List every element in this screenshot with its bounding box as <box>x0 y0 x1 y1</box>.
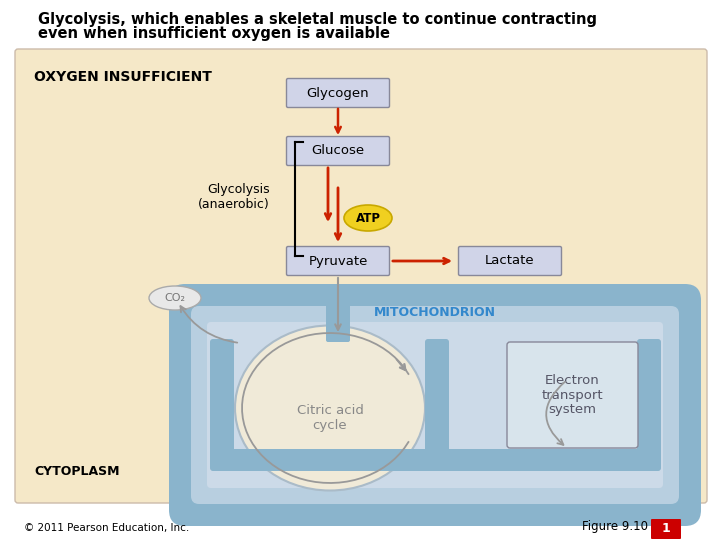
Text: Pyruvate: Pyruvate <box>308 254 368 267</box>
FancyBboxPatch shape <box>207 322 663 488</box>
Text: OXYGEN INSUFFICIENT: OXYGEN INSUFFICIENT <box>34 70 212 84</box>
Text: Electron
transport
system: Electron transport system <box>541 374 603 416</box>
Text: MITOCHONDRION: MITOCHONDRION <box>374 306 496 319</box>
FancyBboxPatch shape <box>210 449 451 471</box>
Text: Glucose: Glucose <box>312 145 364 158</box>
FancyBboxPatch shape <box>507 342 638 448</box>
Text: Glycolysis, which enables a skeletal muscle to continue contracting: Glycolysis, which enables a skeletal mus… <box>38 12 597 27</box>
FancyBboxPatch shape <box>425 339 449 463</box>
Text: Figure 9.10: Figure 9.10 <box>582 520 648 533</box>
FancyBboxPatch shape <box>637 339 661 463</box>
FancyBboxPatch shape <box>651 519 681 539</box>
Text: Citric acid
cycle: Citric acid cycle <box>297 404 364 432</box>
FancyBboxPatch shape <box>15 49 707 503</box>
FancyBboxPatch shape <box>191 306 679 504</box>
FancyBboxPatch shape <box>287 137 390 165</box>
Text: © 2011 Pearson Education, Inc.: © 2011 Pearson Education, Inc. <box>24 523 189 533</box>
Text: CYTOPLASM: CYTOPLASM <box>34 465 120 478</box>
Ellipse shape <box>235 326 425 490</box>
Text: CO₂: CO₂ <box>164 293 186 303</box>
Text: ATP: ATP <box>356 212 380 225</box>
FancyBboxPatch shape <box>210 339 234 463</box>
FancyBboxPatch shape <box>169 284 701 526</box>
Text: Glycolysis
(anaerobic): Glycolysis (anaerobic) <box>198 183 270 211</box>
FancyBboxPatch shape <box>287 246 390 275</box>
Ellipse shape <box>149 286 201 310</box>
Text: Lactate: Lactate <box>485 254 535 267</box>
Text: even when insufficient oxygen is available: even when insufficient oxygen is availab… <box>38 26 390 41</box>
Text: 1: 1 <box>662 523 670 536</box>
FancyBboxPatch shape <box>443 449 661 471</box>
Text: Glycogen: Glycogen <box>307 86 369 99</box>
FancyBboxPatch shape <box>287 78 390 107</box>
Ellipse shape <box>344 205 392 231</box>
FancyBboxPatch shape <box>459 246 562 275</box>
FancyBboxPatch shape <box>326 298 350 342</box>
